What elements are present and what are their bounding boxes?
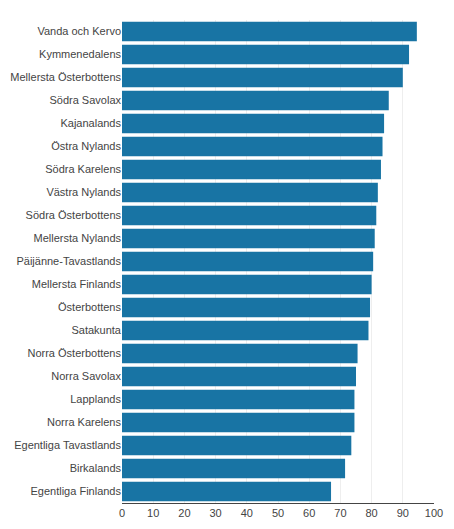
- svg-text:80: 80: [365, 507, 377, 519]
- svg-text:Norra Savolax: Norra Savolax: [51, 370, 121, 382]
- svg-text:30: 30: [209, 507, 221, 519]
- svg-text:Norra Karelens: Norra Karelens: [47, 416, 121, 428]
- svg-text:0: 0: [119, 507, 125, 519]
- svg-text:20: 20: [178, 507, 190, 519]
- svg-text:10: 10: [147, 507, 159, 519]
- svg-text:Kymmenedalens: Kymmenedalens: [39, 48, 121, 60]
- svg-text:Södra Savolax: Södra Savolax: [49, 94, 121, 106]
- svg-text:Kajanalands: Kajanalands: [60, 117, 121, 129]
- svg-text:Egentliga Finlands: Egentliga Finlands: [30, 485, 121, 497]
- svg-text:Södra Karelens: Södra Karelens: [45, 163, 121, 175]
- svg-text:Egentliga Tavastlands: Egentliga Tavastlands: [14, 439, 121, 451]
- svg-text:Satakunta: Satakunta: [71, 324, 121, 336]
- svg-text:Mellersta Finlands: Mellersta Finlands: [32, 278, 122, 290]
- svg-text:Päijänne-Tavastlands: Päijänne-Tavastlands: [16, 255, 121, 267]
- svg-text:60: 60: [303, 507, 315, 519]
- svg-text:Mellersta Nylands: Mellersta Nylands: [34, 232, 122, 244]
- svg-text:100: 100: [425, 507, 443, 519]
- svg-text:Östra Nylands: Östra Nylands: [51, 140, 121, 152]
- svg-text:Södra Österbottens: Södra Österbottens: [26, 209, 122, 221]
- svg-text:Lapplands: Lapplands: [70, 393, 121, 405]
- svg-text:Vanda och Kervo: Vanda och Kervo: [37, 25, 121, 37]
- svg-text:Norra Österbottens: Norra Österbottens: [27, 347, 121, 359]
- svg-text:Österbottens: Österbottens: [58, 301, 121, 313]
- svg-text:Västra Nylands: Västra Nylands: [46, 186, 121, 198]
- svg-text:40: 40: [241, 507, 253, 519]
- svg-text:70: 70: [334, 507, 346, 519]
- svg-text:90: 90: [397, 507, 409, 519]
- svg-text:50: 50: [272, 507, 284, 519]
- svg-text:Birkalands: Birkalands: [70, 462, 122, 474]
- svg-text:Mellersta Österbottens: Mellersta Österbottens: [10, 71, 121, 83]
